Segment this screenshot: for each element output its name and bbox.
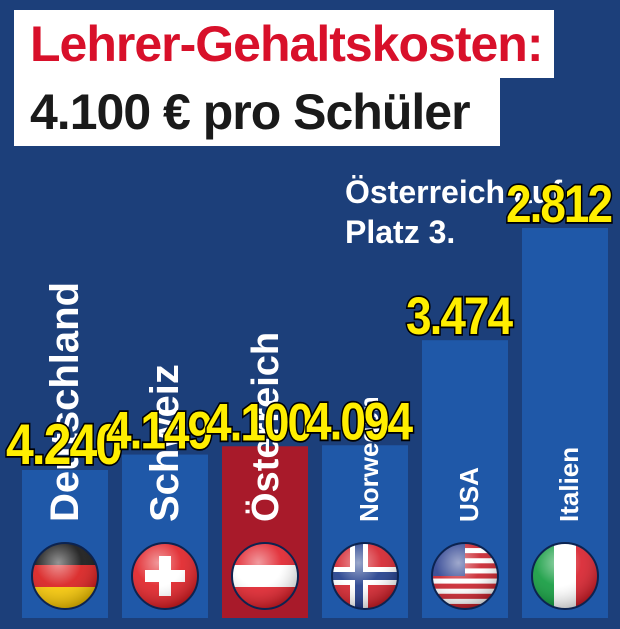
value-label-4: 3.474	[406, 286, 513, 346]
annotation-line-2: Platz 3.	[345, 214, 456, 250]
annotation-line-1: Österreich auf	[345, 174, 562, 210]
category-label-3: Norwegen	[354, 396, 384, 522]
flag-usa-icon	[431, 542, 499, 610]
bar-group-1: Schweiz	[122, 364, 208, 618]
value-label-0: 4.240	[6, 413, 121, 477]
flag-germany-icon	[31, 542, 99, 610]
annotation: Österreich auf Platz 3.	[345, 172, 615, 252]
category-label-0: Deutschland	[43, 282, 87, 522]
flag-norway-icon	[331, 542, 399, 610]
value-label-2: 4.100	[206, 392, 312, 452]
chart-title: Lehrer-Gehaltskosten:	[14, 10, 554, 78]
value-label-3: 4.094	[306, 391, 413, 451]
bar-group-4: USA	[422, 340, 508, 618]
category-label-1: Schweiz	[143, 364, 187, 522]
value-label-1: 4.149	[106, 401, 212, 461]
bar-group-2: Österreich	[222, 332, 308, 618]
flag-austria-icon	[231, 542, 299, 610]
value-label-5: 2.812	[506, 174, 612, 234]
bar-group-0: Deutschland	[22, 282, 108, 618]
category-label-2: Österreich	[244, 332, 287, 522]
bar-group-3: Norwegen	[322, 396, 408, 618]
chart-subtitle: 4.100 € pro Schüler	[14, 78, 500, 146]
flag-switzerland-icon	[131, 542, 199, 610]
category-label-4: USA	[454, 467, 484, 522]
category-label-5: Italien	[554, 447, 584, 522]
flag-italy-icon	[531, 542, 599, 610]
bar-group-5: Italien	[522, 228, 608, 618]
